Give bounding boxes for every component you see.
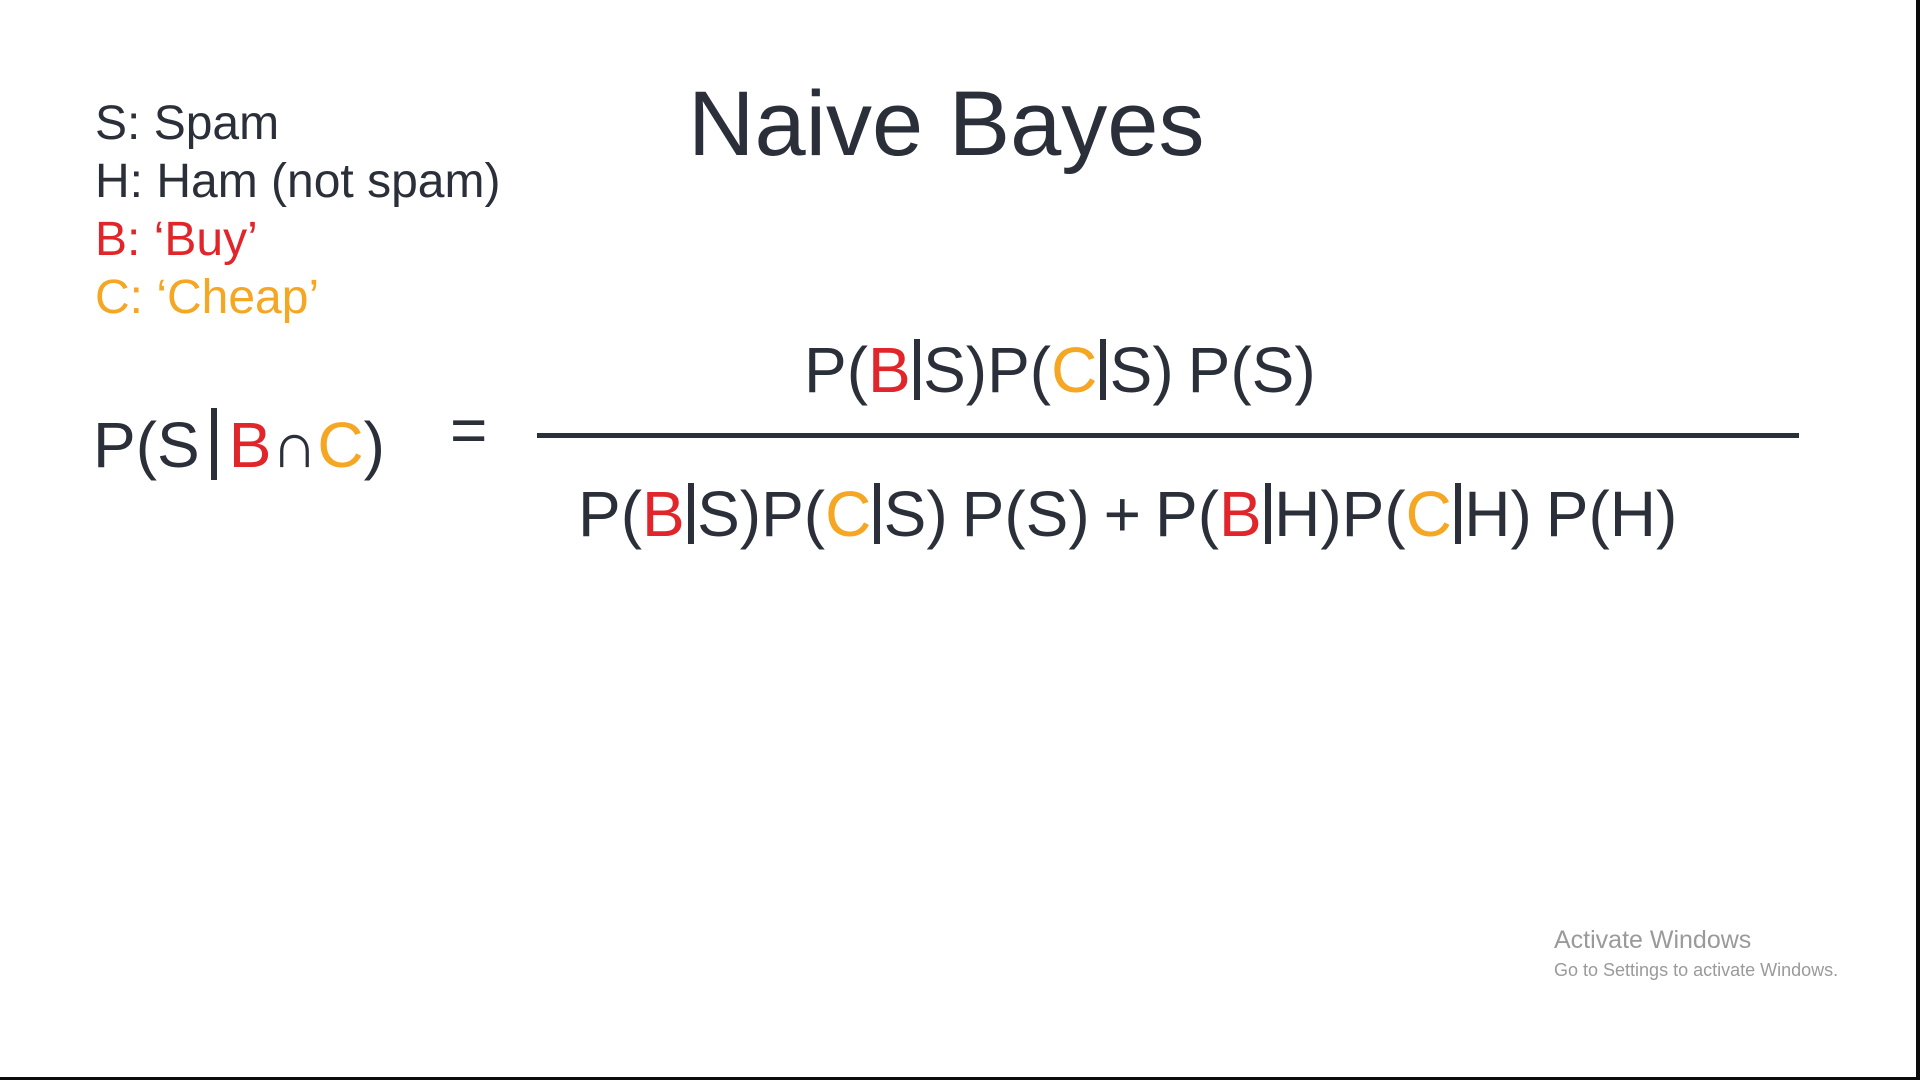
lhs-close: ) [363, 408, 385, 481]
num-t1-open: P( [804, 334, 868, 406]
den-t3: P(S) [961, 478, 1090, 550]
activate-windows-title: Activate Windows [1554, 926, 1752, 954]
num-t2-c: C [1051, 334, 1098, 406]
equals-sign: = [450, 394, 488, 466]
den-t4-b: B [1219, 478, 1262, 550]
den-t2-c: C [825, 478, 872, 550]
legend-buy: B: ‘Buy’ [95, 213, 258, 266]
den-t5-c: C [1405, 478, 1452, 550]
legend-cheap: C: ‘Cheap’ [95, 271, 320, 324]
lhs-b: B [228, 408, 272, 481]
legend-spam: S: Spam [95, 97, 280, 150]
conditional-bar [1100, 338, 1107, 400]
den-t6: P(H) [1545, 478, 1678, 550]
num-t2-open: P( [987, 334, 1052, 406]
den-t4-open: P( [1155, 478, 1220, 550]
den-t2-s: S) [883, 478, 948, 550]
den-t2-open: P( [761, 478, 826, 550]
conditional-bar [874, 482, 881, 544]
lhs-s: S [157, 408, 200, 481]
right-edge-border [1916, 0, 1920, 1080]
plus-sign: + [1103, 478, 1142, 550]
den-t5-open: P( [1341, 478, 1406, 550]
den-t1-open: P( [578, 478, 642, 550]
bottom-edge-border [0, 1077, 1920, 1080]
num-t1-s: S) [923, 334, 988, 406]
num-t1-b: B [868, 334, 911, 406]
conditional-bar [913, 338, 920, 400]
conditional-bar [1264, 482, 1271, 544]
legend-ham: H: Ham (not spam) [95, 155, 501, 208]
fraction-line [537, 433, 1799, 438]
formula-denominator: P(B S)P(C S) P(S) + P(B H)P(C H) P(H) [578, 482, 1677, 546]
lhs-p-open: P( [93, 408, 157, 481]
activate-windows-subtitle: Go to Settings to activate Windows. [1554, 960, 1839, 980]
slide-title: Naive Bayes [688, 73, 1205, 175]
num-t2-s: S) [1109, 334, 1174, 406]
den-t1-s: S) [697, 478, 762, 550]
lhs-c: C [317, 408, 364, 481]
den-t1-b: B [642, 478, 685, 550]
intersection-symbol: ∩ [271, 408, 318, 481]
den-t5-h: H) [1464, 478, 1532, 550]
conditional-bar [687, 482, 694, 544]
conditional-bar [1455, 482, 1462, 544]
formula-numerator: P(B S)P(C S) P(S) [804, 338, 1316, 402]
formula-lhs: P(S B∩C) [93, 408, 385, 480]
conditional-bar [211, 408, 218, 480]
den-t4-h: H) [1274, 478, 1342, 550]
legend: S: Spam H: Ham (not spam) B: ‘Buy’ C: ‘C… [95, 95, 500, 327]
num-t3: P(S) [1187, 334, 1316, 406]
